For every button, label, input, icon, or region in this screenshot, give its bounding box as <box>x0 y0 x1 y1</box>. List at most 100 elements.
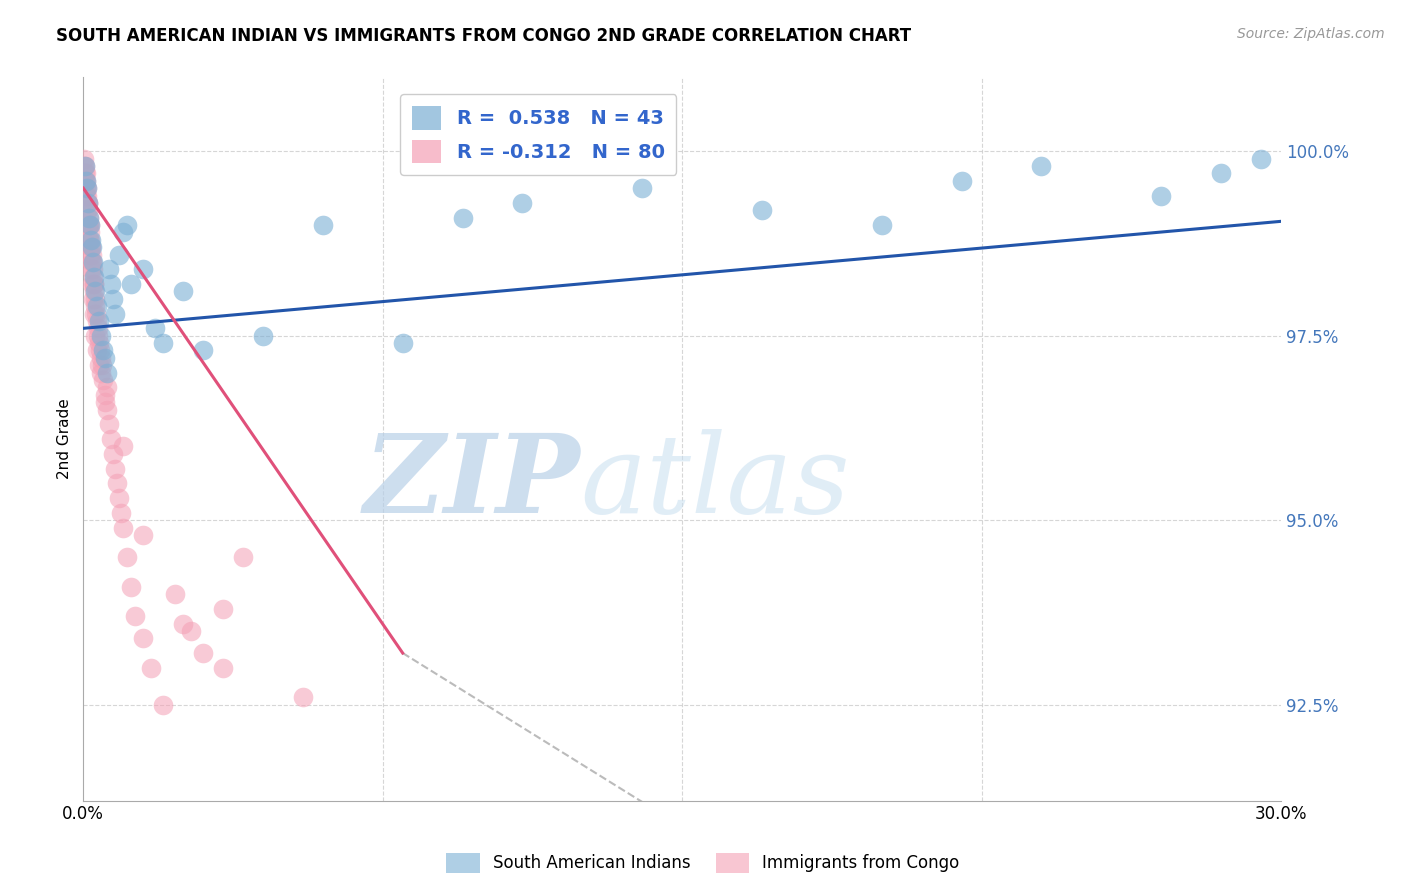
Point <box>391 336 413 351</box>
Point <box>84 328 107 343</box>
Point <box>89 336 111 351</box>
Point <box>86 343 108 358</box>
Point <box>80 240 103 254</box>
Point <box>1209 166 1232 180</box>
Point <box>94 395 117 409</box>
Point <box>91 343 114 358</box>
Point <box>83 277 105 291</box>
Y-axis label: 2nd Grade: 2nd Grade <box>58 399 72 479</box>
Point <box>83 277 105 291</box>
Point <box>252 328 274 343</box>
Point <box>89 343 111 358</box>
Point <box>132 262 155 277</box>
Point <box>89 358 111 372</box>
Point <box>75 174 97 188</box>
Point <box>80 255 103 269</box>
Point <box>512 195 534 210</box>
Point <box>80 233 103 247</box>
Point <box>84 299 107 313</box>
Point <box>172 285 194 299</box>
Point <box>80 277 103 291</box>
Point <box>1150 188 1173 202</box>
Point <box>950 174 973 188</box>
Text: atlas: atlas <box>581 429 851 536</box>
Point <box>112 226 135 240</box>
Point <box>96 380 118 394</box>
Point <box>100 277 122 291</box>
Point <box>73 152 96 166</box>
Point <box>91 358 114 372</box>
Point <box>1031 159 1053 173</box>
Point <box>82 255 104 269</box>
Point <box>141 661 163 675</box>
Point <box>212 661 235 675</box>
Point <box>870 218 893 232</box>
Point <box>79 247 101 261</box>
Point <box>87 328 110 343</box>
Point <box>152 336 174 351</box>
Point <box>76 181 98 195</box>
Point <box>1250 152 1272 166</box>
Point <box>83 307 105 321</box>
Point <box>191 343 214 358</box>
Point <box>98 262 121 277</box>
Point <box>112 520 135 534</box>
Point <box>83 269 105 284</box>
Point <box>79 226 101 240</box>
Point <box>132 632 155 646</box>
Point <box>86 299 108 313</box>
Point <box>98 417 121 432</box>
Point <box>631 181 654 195</box>
Point <box>84 307 107 321</box>
Point <box>77 195 100 210</box>
Point <box>75 166 97 180</box>
Point <box>79 218 101 232</box>
Point <box>76 181 98 195</box>
Point <box>76 188 98 202</box>
Point <box>91 373 114 387</box>
Point <box>124 609 146 624</box>
Point <box>77 195 100 210</box>
Point <box>312 218 335 232</box>
Point <box>103 292 125 306</box>
Point <box>120 580 142 594</box>
Point <box>77 211 100 225</box>
Point <box>172 616 194 631</box>
Point <box>84 285 107 299</box>
Legend: R =  0.538   N = 43, R = -0.312   N = 80: R = 0.538 N = 43, R = -0.312 N = 80 <box>401 95 676 175</box>
Point <box>291 690 314 705</box>
Point <box>86 321 108 335</box>
Point <box>77 211 100 225</box>
Point <box>96 402 118 417</box>
Point <box>73 159 96 173</box>
Point <box>132 528 155 542</box>
Point <box>105 476 128 491</box>
Point <box>212 601 235 615</box>
Point <box>100 432 122 446</box>
Point <box>191 646 214 660</box>
Point <box>80 262 103 277</box>
Point <box>232 550 254 565</box>
Point <box>82 269 104 284</box>
Text: Source: ZipAtlas.com: Source: ZipAtlas.com <box>1237 27 1385 41</box>
Point <box>77 218 100 232</box>
Point <box>82 262 104 277</box>
Point <box>82 255 104 269</box>
Point <box>108 247 131 261</box>
Point <box>112 439 135 453</box>
Point <box>143 321 166 335</box>
Point <box>75 159 97 173</box>
Point <box>80 240 103 254</box>
Point <box>90 351 112 365</box>
Point <box>115 218 138 232</box>
Point <box>76 203 98 218</box>
Point <box>79 218 101 232</box>
Point <box>83 285 105 299</box>
Point <box>104 461 127 475</box>
Point <box>83 292 105 306</box>
Point <box>75 174 97 188</box>
Point <box>89 314 111 328</box>
Point <box>451 211 474 225</box>
Point <box>165 587 187 601</box>
Point <box>77 218 100 232</box>
